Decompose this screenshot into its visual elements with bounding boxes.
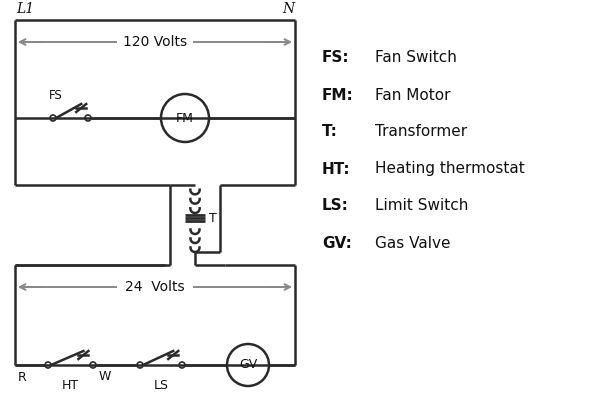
Text: FS: FS [49,89,63,102]
Text: T: T [209,212,217,226]
Text: L1: L1 [16,2,34,16]
Text: T:: T: [322,124,338,140]
Text: R: R [18,371,27,384]
Text: LS: LS [153,379,169,392]
Text: 24  Volts: 24 Volts [125,280,185,294]
Text: Fan Motor: Fan Motor [375,88,451,102]
Text: Gas Valve: Gas Valve [375,236,451,250]
Text: FM: FM [176,112,194,124]
Text: Transformer: Transformer [375,124,467,140]
Text: Heating thermostat: Heating thermostat [375,162,525,176]
Text: 120 Volts: 120 Volts [123,35,187,49]
Text: HT: HT [62,379,79,392]
Text: W: W [99,370,112,383]
Text: FM:: FM: [322,88,354,102]
Text: Fan Switch: Fan Switch [375,50,457,66]
Text: FS:: FS: [322,50,350,66]
Text: Limit Switch: Limit Switch [375,198,468,214]
Text: LS:: LS: [322,198,349,214]
Text: GV:: GV: [322,236,352,250]
Text: GV: GV [239,358,257,372]
Text: N: N [282,2,294,16]
Text: HT:: HT: [322,162,350,176]
